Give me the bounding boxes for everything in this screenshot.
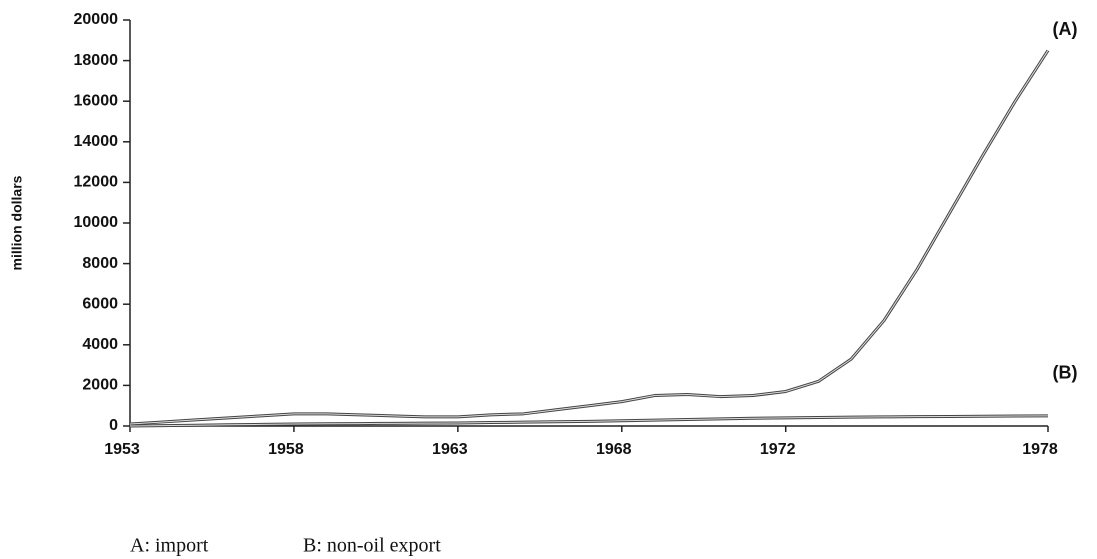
footnote: A: import [130,535,209,557]
y-axis-label: million dollars [9,175,25,270]
x-tick-label: 1958 [268,441,304,458]
y-tick-label: 6000 [82,295,118,312]
y-tick-label: 8000 [82,255,118,272]
line-inner [129,415,1049,427]
series-label: (A) [1053,19,1078,39]
y-tick-label: 12000 [74,174,119,191]
x-tick-label: 1953 [104,441,140,458]
y-tick-label: 2000 [82,377,118,394]
y-tick-label: 4000 [82,336,118,353]
y-tick-label: 16000 [74,92,119,109]
line-inner [129,50,1049,425]
footnote: B: non-oil export [303,535,441,557]
x-tick-label: 1972 [760,441,796,458]
y-tick-label: 0 [109,417,118,434]
y-tick-label: 14000 [74,133,119,150]
y-tick-label: 20000 [74,11,119,28]
y-tick-label: 18000 [74,52,119,69]
x-tick-label: 1968 [596,441,632,458]
series-label: (B) [1053,363,1078,383]
line [129,49,1050,426]
x-tick-label: 1978 [1022,441,1058,458]
x-tick-label: 1963 [432,441,468,458]
y-tick-label: 10000 [74,214,119,231]
